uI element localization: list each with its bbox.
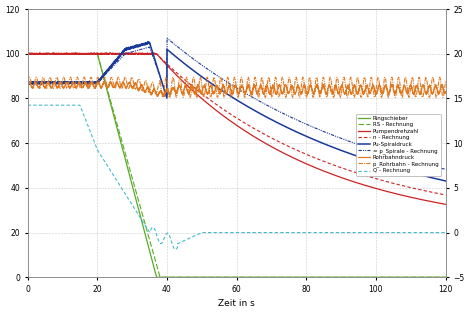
RS - Rechnung [443, 275, 448, 279]
Pumpendrehzahl [133, 51, 138, 55]
= p_Spirale - Rechnung [57, 81, 63, 85]
p_Rohrbahn - Rechnung [443, 79, 448, 83]
Q - Rechnung [57, 103, 63, 107]
X-axis label: Zeit in s: Zeit in s [218, 300, 255, 308]
Pumpendrehzahl [379, 188, 384, 192]
Line: Pu-Spiraldruck: Pu-Spiraldruck [28, 42, 446, 181]
Rohrbahndruck [57, 81, 63, 84]
Q - Rechnung [25, 103, 31, 107]
Rohrbahndruck [71, 81, 77, 85]
Pu-Spiraldruck [70, 81, 76, 84]
Rohrbahndruck [161, 95, 166, 99]
RS - Rechnung [215, 275, 220, 279]
= p_Spirale - Rechnung [25, 81, 31, 85]
n - Rechnung [25, 52, 31, 56]
Pumpendrehzahl [57, 52, 63, 56]
Pu-Spiraldruck [215, 86, 220, 89]
Q - Rechnung [82, 117, 88, 121]
Line: RS - Rechnung: RS - Rechnung [28, 54, 446, 277]
Rohrbahndruck [25, 83, 31, 87]
Pu-Spiraldruck [379, 162, 384, 166]
p_Rohrbahn - Rechnung [70, 86, 76, 90]
RS - Rechnung [57, 52, 63, 56]
Pumpendrehzahl [70, 51, 76, 55]
Ringschieber [57, 52, 63, 56]
Rohrbahndruck [443, 90, 448, 94]
Line: Rohrbahndruck: Rohrbahndruck [28, 82, 446, 97]
Q - Rechnung [36, 103, 42, 107]
RS - Rechnung [70, 52, 76, 56]
n - Rechnung [379, 178, 384, 182]
Line: Q - Rechnung: Q - Rechnung [28, 105, 446, 250]
RS - Rechnung [36, 52, 42, 56]
Pumpendrehzahl [82, 52, 88, 56]
= p_Spirale - Rechnung [215, 74, 220, 78]
Pu-Spiraldruck [25, 80, 31, 84]
Pu-Spiraldruck [36, 82, 42, 86]
Rohrbahndruck [83, 80, 88, 84]
= p_Spirale - Rechnung [164, 36, 170, 40]
p_Rohrbahn - Rechnung [180, 95, 186, 99]
p_Rohrbahn - Rechnung [36, 86, 42, 90]
p_Rohrbahn - Rechnung [57, 86, 63, 90]
p_Rohrbahn - Rechnung [25, 81, 31, 85]
n - Rechnung [215, 103, 220, 107]
Line: Ringschieber: Ringschieber [28, 54, 446, 277]
p_Rohrbahn - Rechnung [82, 78, 88, 82]
Q - Rechnung [379, 231, 384, 235]
= p_Spirale - Rechnung [36, 81, 42, 85]
Q - Rechnung [70, 103, 76, 107]
Ringschieber [215, 275, 220, 279]
Rohrbahndruck [215, 85, 220, 89]
Rohrbahndruck [36, 85, 42, 89]
Q - Rechnung [443, 231, 448, 235]
Pu-Spiraldruck [146, 40, 151, 44]
= p_Spirale - Rechnung [443, 167, 448, 171]
p_Rohrbahn - Rechnung [215, 95, 220, 99]
Q - Rechnung [215, 231, 220, 235]
Q - Rechnung [172, 248, 178, 252]
Pumpendrehzahl [215, 110, 220, 113]
Rohrbahndruck [39, 80, 45, 84]
n - Rechnung [82, 52, 88, 56]
Line: n - Rechnung: n - Rechnung [28, 54, 446, 195]
= p_Spirale - Rechnung [70, 81, 76, 85]
Ringschieber [82, 52, 88, 56]
p_Rohrbahn - Rechnung [379, 95, 384, 99]
Pumpendrehzahl [36, 51, 42, 55]
p_Rohrbahn - Rechnung [382, 75, 388, 79]
Pumpendrehzahl [443, 203, 448, 206]
Ringschieber [154, 275, 159, 279]
n - Rechnung [57, 52, 63, 56]
RS - Rechnung [25, 52, 31, 56]
Ringschieber [36, 52, 42, 56]
Ringschieber [379, 275, 384, 279]
Legend: Ringschieber, RS - Rechnung, Pumpendrehzahl, n - Rechnung, Pu-Spiraldruck, = p_S: Ringschieber, RS - Rechnung, Pumpendrehz… [356, 114, 441, 176]
= p_Spirale - Rechnung [379, 150, 384, 154]
RS - Rechnung [82, 52, 88, 56]
RS - Rechnung [379, 275, 384, 279]
Line: Pumpendrehzahl: Pumpendrehzahl [28, 53, 446, 204]
Line: p_Rohrbahn - Rechnung: p_Rohrbahn - Rechnung [28, 77, 446, 97]
n - Rechnung [443, 193, 448, 197]
n - Rechnung [36, 52, 42, 56]
Pumpendrehzahl [25, 52, 31, 56]
Line: = p_Spirale - Rechnung: = p_Spirale - Rechnung [28, 38, 446, 169]
Ringschieber [443, 275, 448, 279]
Pu-Spiraldruck [443, 179, 448, 183]
= p_Spirale - Rechnung [82, 81, 88, 85]
RS - Rechnung [157, 275, 163, 279]
Ringschieber [70, 52, 76, 56]
Pu-Spiraldruck [82, 81, 88, 84]
Pu-Spiraldruck [57, 80, 63, 84]
Rohrbahndruck [379, 92, 385, 95]
n - Rechnung [70, 52, 76, 56]
Ringschieber [25, 52, 31, 56]
